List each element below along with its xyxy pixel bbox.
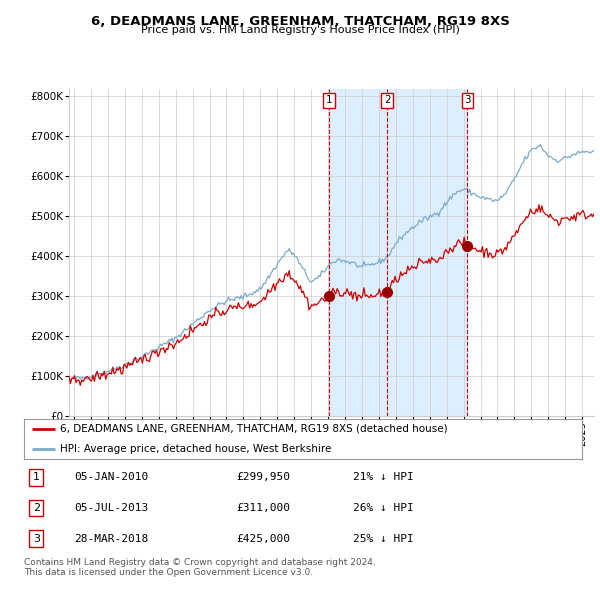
Text: 25% ↓ HPI: 25% ↓ HPI [353,534,414,543]
Text: 6, DEADMANS LANE, GREENHAM, THATCHAM, RG19 8XS (detached house): 6, DEADMANS LANE, GREENHAM, THATCHAM, RG… [60,424,448,434]
Text: 2: 2 [384,96,391,106]
Text: 1: 1 [33,473,40,482]
Text: 05-JUL-2013: 05-JUL-2013 [74,503,148,513]
Text: 3: 3 [33,534,40,543]
Text: 28-MAR-2018: 28-MAR-2018 [74,534,148,543]
Text: 2: 2 [33,503,40,513]
Bar [329,88,467,416]
Text: £425,000: £425,000 [236,534,290,543]
Text: 1: 1 [325,96,332,106]
Text: Price paid vs. HM Land Registry's House Price Index (HPI): Price paid vs. HM Land Registry's House … [140,25,460,35]
Text: Contains HM Land Registry data © Crown copyright and database right 2024.: Contains HM Land Registry data © Crown c… [24,558,376,566]
Text: 21% ↓ HPI: 21% ↓ HPI [353,473,414,482]
Text: 05-JAN-2010: 05-JAN-2010 [74,473,148,482]
Text: HPI: Average price, detached house, West Berkshire: HPI: Average price, detached house, West… [60,444,332,454]
Text: 6, DEADMANS LANE, GREENHAM, THATCHAM, RG19 8XS: 6, DEADMANS LANE, GREENHAM, THATCHAM, RG… [91,15,509,28]
Text: £299,950: £299,950 [236,473,290,482]
Text: £311,000: £311,000 [236,503,290,513]
Text: This data is licensed under the Open Government Licence v3.0.: This data is licensed under the Open Gov… [24,568,313,577]
Text: 3: 3 [464,96,471,106]
Text: 26% ↓ HPI: 26% ↓ HPI [353,503,414,513]
